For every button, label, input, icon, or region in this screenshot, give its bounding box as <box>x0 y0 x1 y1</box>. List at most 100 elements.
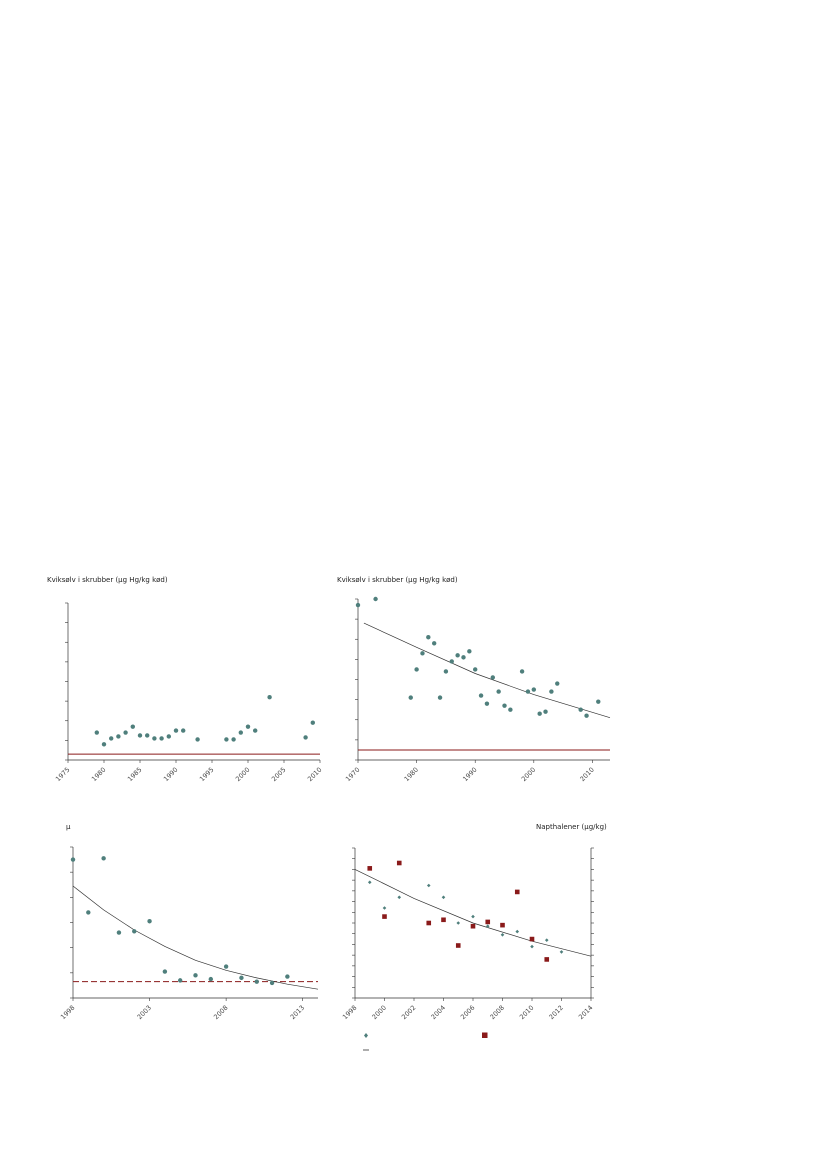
data-point <box>245 724 251 729</box>
data-point <box>584 713 589 718</box>
data-point <box>159 736 164 741</box>
data-point-diamond <box>456 921 461 925</box>
data-point <box>414 667 419 672</box>
x-tick-label: 2008 <box>212 1004 229 1021</box>
x-tick-label: 2012 <box>548 1004 565 1021</box>
data-point <box>269 980 275 986</box>
data-point <box>223 964 229 969</box>
legend <box>363 1032 488 1051</box>
panel-3-title: µ <box>66 823 71 831</box>
data-point-square <box>441 917 446 923</box>
data-point-square <box>455 943 461 948</box>
data-point <box>193 973 198 978</box>
data-point <box>490 675 495 680</box>
data-point-square <box>529 936 535 942</box>
data-point-square <box>544 957 550 962</box>
x-tick-label: 2010 <box>578 766 595 783</box>
data-point <box>109 736 114 741</box>
data-point <box>310 720 315 725</box>
x-tick-label: 1985 <box>126 766 143 783</box>
data-point <box>137 733 143 738</box>
data-point <box>123 730 128 735</box>
legend-marker-diamond <box>364 1033 368 1038</box>
data-point <box>253 728 258 733</box>
data-point <box>467 649 472 654</box>
data-point-square <box>485 919 491 925</box>
chart-2: 1970 1980 1990 2000 2010 <box>344 596 611 783</box>
x-tick-label: 2004 <box>430 1004 447 1021</box>
data-point-square <box>396 860 402 866</box>
data-point <box>549 689 554 694</box>
panel-4-title: Napthalener (µg/kg) <box>536 823 607 831</box>
x-tick-label: 2014 <box>577 1004 594 1021</box>
data-point <box>408 695 413 700</box>
data-point <box>578 707 583 712</box>
data-point <box>130 724 135 729</box>
data-point <box>181 728 186 733</box>
x-tick-label: 2010 <box>306 766 323 783</box>
data-point <box>224 737 229 742</box>
data-point-square <box>500 922 505 928</box>
data-point <box>116 734 121 739</box>
x-tick-label: 1970 <box>344 766 361 783</box>
data-point <box>355 602 361 608</box>
x-tick-label: 1995 <box>198 766 215 783</box>
legend-marker-square <box>482 1032 488 1038</box>
data-point <box>177 978 183 983</box>
data-point <box>596 699 601 704</box>
data-point-square <box>514 889 520 895</box>
data-point <box>508 707 513 712</box>
data-point <box>195 737 200 742</box>
data-point <box>86 910 91 915</box>
data-point <box>303 735 308 740</box>
data-point <box>94 730 100 735</box>
trend-line <box>72 885 319 990</box>
data-point <box>173 728 179 733</box>
x-tick-label: 2000 <box>234 766 251 783</box>
data-point <box>101 856 106 861</box>
x-tick-label: 1980 <box>403 766 420 783</box>
data-point <box>443 669 449 674</box>
data-point <box>455 653 460 658</box>
data-point <box>537 711 542 716</box>
data-point <box>519 669 525 674</box>
data-point-square <box>382 914 387 919</box>
panel-1-title: Kviksølv i skrubber (µg Hg/kg kød) <box>47 576 168 584</box>
data-point <box>70 857 76 862</box>
data-point-diamond <box>471 914 475 919</box>
x-tick-label: 1990 <box>461 766 478 783</box>
x-tick-label: 2003 <box>136 1004 153 1021</box>
data-point-diamond <box>559 950 564 954</box>
chart-4: 1998 2000 2002 2004 2006 2008 2010 2012 2014 <box>341 847 594 1021</box>
data-point <box>373 596 378 602</box>
data-point <box>231 737 236 742</box>
x-tick-label: 2010 <box>518 1004 535 1021</box>
trend-line <box>363 622 611 719</box>
data-point <box>101 742 107 747</box>
data-point <box>420 651 425 656</box>
data-point-diamond <box>426 883 431 888</box>
data-point-diamond <box>441 895 446 900</box>
data-point <box>208 976 214 982</box>
data-point <box>525 689 531 694</box>
x-tick-label: 2013 <box>289 1004 306 1021</box>
x-tick-label: 1998 <box>59 1004 76 1021</box>
x-tick-label: 1975 <box>54 766 71 783</box>
data-point <box>162 969 168 974</box>
data-point <box>484 701 490 706</box>
data-point <box>555 681 560 686</box>
data-point <box>267 695 272 700</box>
data-point <box>543 709 548 714</box>
x-tick-label: 2000 <box>371 1004 388 1021</box>
x-tick-label: 1998 <box>341 1004 358 1021</box>
data-point-square <box>426 920 432 926</box>
data-point-diamond <box>530 944 534 949</box>
chart-1: 1975 1980 1985 1990 1995 2000 2005 2010 <box>54 602 323 783</box>
data-point <box>238 730 243 735</box>
data-point <box>431 641 437 646</box>
data-point <box>426 635 431 640</box>
data-point <box>502 703 507 708</box>
data-point <box>132 929 137 934</box>
data-point-diamond <box>367 880 372 885</box>
